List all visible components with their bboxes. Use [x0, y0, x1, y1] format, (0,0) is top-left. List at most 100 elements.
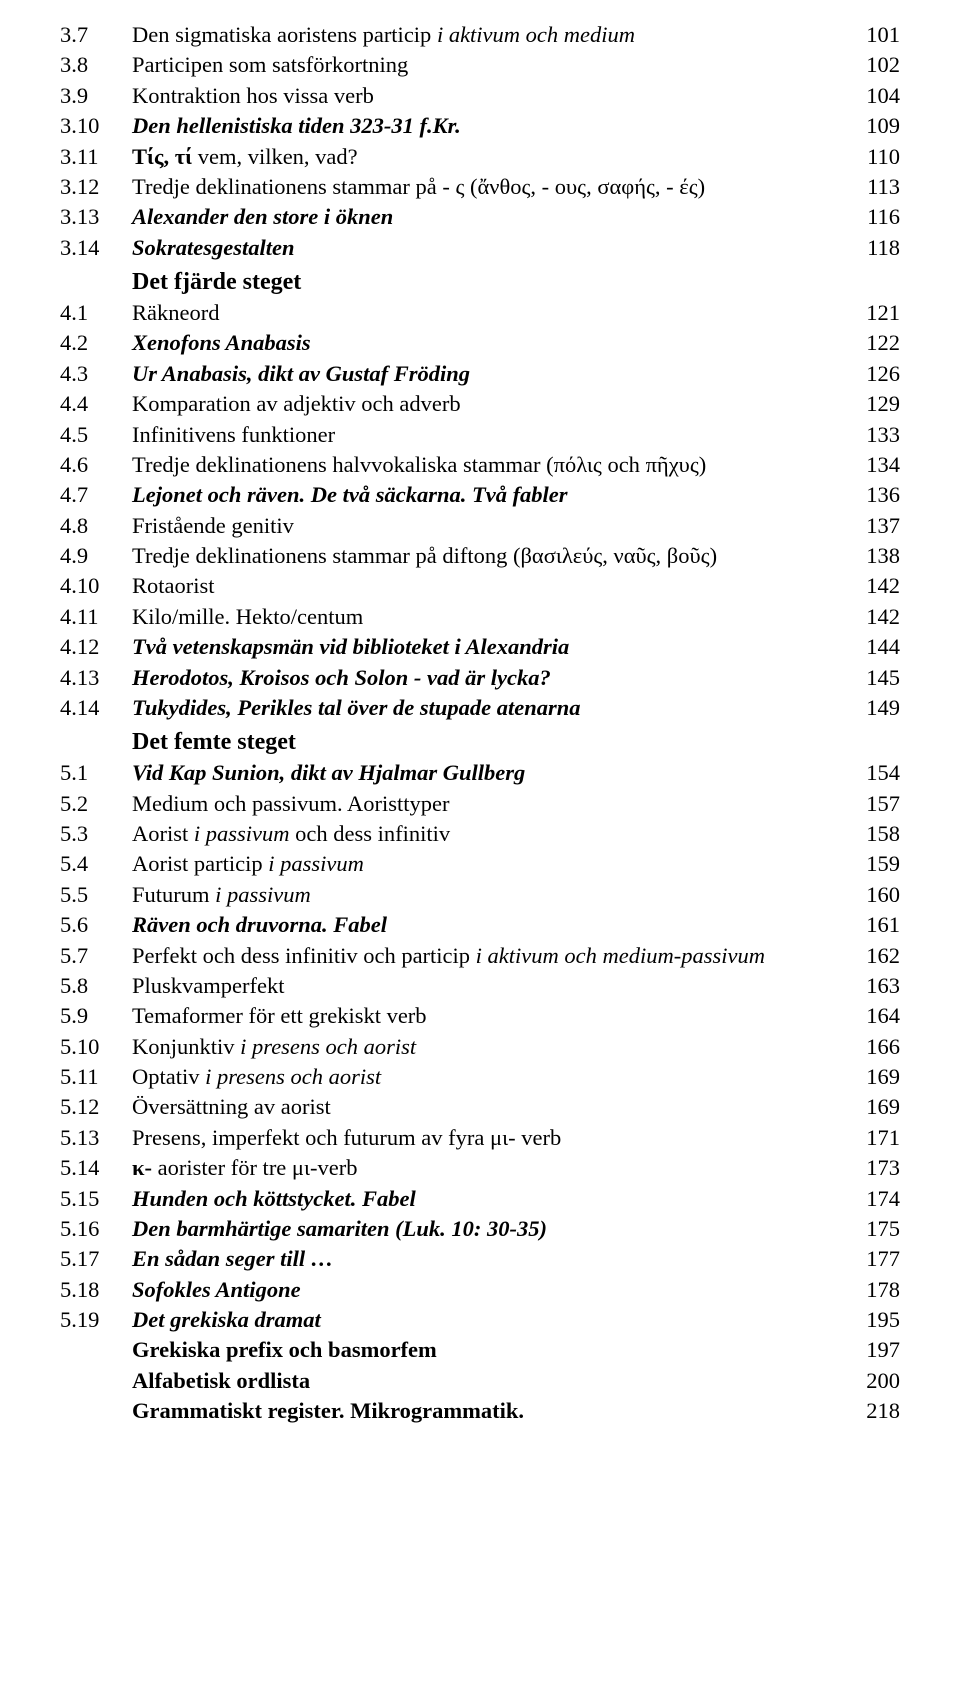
toc-entry-segment: Presens, imperfekt och futurum av fyra	[132, 1125, 490, 1150]
toc-entry: 4.13Herodotos, Kroisos och Solon - vad ä…	[60, 663, 900, 693]
toc-entry-title: Infinitivens funktioner	[132, 420, 842, 450]
toc-entry-page: 136	[842, 480, 900, 510]
toc-entry: 5.8Pluskvamperfekt163	[60, 971, 900, 1001]
toc-entry: 3.11Τίς, τί vem, vilken, vad?110	[60, 142, 900, 172]
toc-entry: 3.14Sokratesgestalten118	[60, 233, 900, 263]
toc-entry: 3.13Alexander den store i öknen116	[60, 202, 900, 232]
toc-entry-segment: Tredje deklinationens stammar på diftong…	[132, 543, 520, 568]
toc-entry-segment: Medium och passivum. Aoristtyper	[132, 791, 449, 816]
toc-entry-title: En sådan seger till …	[132, 1244, 842, 1274]
toc-entry-title: Pluskvamperfekt	[132, 971, 842, 1001]
toc-entry-number: 4.12	[60, 632, 132, 662]
toc-entry-segment: Sokratesgestalten	[132, 235, 295, 260]
toc-entry: 4.2Xenofons Anabasis122	[60, 328, 900, 358]
toc-entry-number: 4.11	[60, 602, 132, 632]
toc-entry-number: 4.2	[60, 328, 132, 358]
toc-entry-page: 109	[842, 111, 900, 141]
toc-entry-title: Presens, imperfekt och futurum av fyra μ…	[132, 1123, 842, 1153]
toc-entry-segment: Det grekiska dramat	[132, 1307, 321, 1332]
toc-entry-page: 200	[842, 1366, 900, 1396]
toc-entry-page: 133	[842, 420, 900, 450]
toc-entry: 3.7Den sigmatiska aoristens particip i a…	[60, 20, 900, 50]
toc-entry-title: Grammatiskt register. Mikrogrammatik.	[132, 1396, 842, 1426]
toc-entry-segment: i presens och aorist	[205, 1064, 381, 1089]
toc-entry-page: 129	[842, 389, 900, 419]
toc-entry-segment: Kontraktion hos vissa verb	[132, 83, 374, 108]
toc-entry: 5.17En sådan seger till …177	[60, 1244, 900, 1274]
toc-entry-page: 177	[842, 1244, 900, 1274]
toc-entry-title: Temaformer för ett grekiskt verb	[132, 1001, 842, 1031]
toc-entry-segment: Futurum	[132, 882, 215, 907]
toc-entry-segment: och dess infinitiv	[290, 821, 451, 846]
toc-entry-page: 166	[842, 1032, 900, 1062]
toc-entry: 4.12Två vetenskapsmän vid biblioteket i …	[60, 632, 900, 662]
toc-entry-title: Fristående genitiv	[132, 511, 842, 541]
toc-entry-segment: Tredje deklinationens halvvokaliska stam…	[132, 452, 554, 477]
toc-entry-segment: Kilo/mille. Hekto/centum	[132, 604, 363, 629]
toc-entry: 4.14Tukydides, Perikles tal över de stup…	[60, 693, 900, 723]
toc-entry-page: 218	[842, 1396, 900, 1426]
toc-entry: 5.1Vid Kap Sunion, dikt av Hjalmar Gullb…	[60, 758, 900, 788]
toc-entry-number: 4.14	[60, 693, 132, 723]
toc-entry-segment: Tukydides, Perikles tal över de stupade …	[132, 695, 581, 720]
toc-entry-page: 138	[842, 541, 900, 571]
toc-entry-segment: Två vetenskapsmän vid biblioteket i Alex…	[132, 634, 569, 659]
toc-entry: 5.16Den barmhärtige samariten (Luk. 10: …	[60, 1214, 900, 1244]
toc-entry-page: 142	[842, 602, 900, 632]
toc-entry: 4.10Rotaorist142	[60, 571, 900, 601]
toc-entry-page: 161	[842, 910, 900, 940]
toc-entry: Alfabetisk ordlista 200	[60, 1366, 900, 1396]
toc-entry-segment: κ-	[132, 1155, 158, 1180]
toc-entry-title: Aorist i passivum och dess infinitiv	[132, 819, 842, 849]
toc-entry-page: 154	[842, 758, 900, 788]
toc-entry-title: Optativ i presens och aorist	[132, 1062, 842, 1092]
toc-entry-page: 149	[842, 693, 900, 723]
toc-entry-title: Översättning av aorist	[132, 1092, 842, 1122]
toc-entry-segment: πόλις	[554, 452, 602, 477]
toc-entry-number: 3.9	[60, 81, 132, 111]
toc-entry-title: Grekiska prefix och basmorfem	[132, 1335, 842, 1365]
toc-entry-number: 5.3	[60, 819, 132, 849]
toc-entry-segment: Hunden och köttstycket. Fabel	[132, 1186, 416, 1211]
toc-entry-title: Lejonet och räven. De två säckarna. Två …	[132, 480, 842, 510]
toc-entry-title: Participen som satsförkortning	[132, 50, 842, 80]
toc-entry-page: 158	[842, 819, 900, 849]
toc-entry-number: 5.10	[60, 1032, 132, 1062]
toc-entry-number: 5.6	[60, 910, 132, 940]
toc-entry-segment: )	[710, 543, 718, 568]
toc-entry-number: 5.17	[60, 1244, 132, 1274]
toc-entry-number: 3.7	[60, 20, 132, 50]
toc-entry-page: 169	[842, 1062, 900, 1092]
toc-entry: 4.4Komparation av adjektiv och adverb129	[60, 389, 900, 419]
toc-entry-segment: Temaformer för ett grekiskt verb	[132, 1003, 427, 1028]
toc-entry-segment: Översättning av aorist	[132, 1094, 331, 1119]
toc-entry-title: Xenofons Anabasis	[132, 328, 842, 358]
toc-entry-page: 169	[842, 1092, 900, 1122]
toc-entry: 4.11Kilo/mille. Hekto/centum 142	[60, 602, 900, 632]
toc-entry: 5.9Temaformer för ett grekiskt verb164	[60, 1001, 900, 1031]
toc-entry-number: 5.13	[60, 1123, 132, 1153]
toc-entry: 5.4Aorist particip i passivum159	[60, 849, 900, 879]
toc-entry-segment: -verb	[310, 1155, 357, 1180]
toc-entry-segment: Aorist	[132, 821, 194, 846]
toc-section-heading: Det femte steget	[132, 729, 900, 756]
toc-entry-segment: Infinitivens funktioner	[132, 422, 335, 447]
toc-entry-title: Tredje deklinationens stammar på diftong…	[132, 541, 842, 571]
toc-entry-number: 3.12	[60, 172, 132, 202]
toc-entry-page: 137	[842, 511, 900, 541]
toc-entry: 5.6Räven och druvorna. Fabel161	[60, 910, 900, 940]
toc-entry-page: 175	[842, 1214, 900, 1244]
toc-entry: 5.2Medium och passivum. Aoristtyper157	[60, 789, 900, 819]
toc-entry-title: Sofokles Antigone	[132, 1275, 842, 1305]
toc-entry-title: Konjunktiv i presens och aorist	[132, 1032, 842, 1062]
toc-entry: 5.15Hunden och köttstycket. Fabel174	[60, 1184, 900, 1214]
toc-entry: 5.14κ- aorister för tre μι-verb173	[60, 1153, 900, 1183]
toc-entry-segment: vem, vilken, vad?	[192, 144, 358, 169]
toc-entry-title: Herodotos, Kroisos och Solon - vad är ly…	[132, 663, 842, 693]
toc-entry-segment: Alfabetisk ordlista	[132, 1368, 310, 1393]
toc-entry-number: 5.9	[60, 1001, 132, 1031]
toc-entry-number: 5.4	[60, 849, 132, 879]
toc-entry-title: Två vetenskapsmän vid biblioteket i Alex…	[132, 632, 842, 662]
toc-entry-number: 3.14	[60, 233, 132, 263]
toc-entry-segment: Τίς, τί	[132, 144, 192, 169]
